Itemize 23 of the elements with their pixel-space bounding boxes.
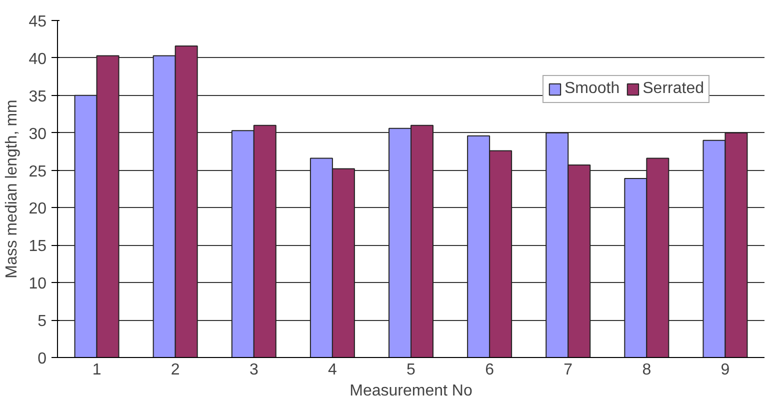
x-tick-label: 4 bbox=[328, 362, 337, 378]
x-tick-label: 7 bbox=[564, 362, 573, 378]
x-axis-title: Measurement No bbox=[350, 382, 472, 400]
y-tick-label: 15 bbox=[28, 238, 47, 256]
y-tick-label: 40 bbox=[28, 50, 47, 68]
x-tick-label: 2 bbox=[170, 362, 180, 378]
x-tick-label: 8 bbox=[642, 362, 652, 378]
y-tick-label: 30 bbox=[28, 126, 47, 143]
legend-label: Smooth bbox=[564, 80, 620, 98]
legend-label: Serrated bbox=[642, 80, 704, 98]
y-tick-label: 10 bbox=[28, 276, 47, 293]
x-tick-label: 3 bbox=[249, 362, 258, 378]
x-tick-label: 6 bbox=[485, 362, 494, 378]
y-axis-title: Mass median length, mm bbox=[4, 100, 21, 278]
y-tick-label: 35 bbox=[28, 88, 47, 106]
x-tick-label: 1 bbox=[92, 362, 102, 378]
x-tick-label: 5 bbox=[406, 362, 416, 378]
y-tick-label: 20 bbox=[28, 200, 47, 218]
y-tick-label: 0 bbox=[38, 350, 47, 368]
y-tick-label: 5 bbox=[38, 313, 47, 330]
x-tick-label: 9 bbox=[720, 362, 730, 378]
y-tick-label: 25 bbox=[28, 163, 47, 180]
y-tick-label: 45 bbox=[28, 14, 47, 30]
